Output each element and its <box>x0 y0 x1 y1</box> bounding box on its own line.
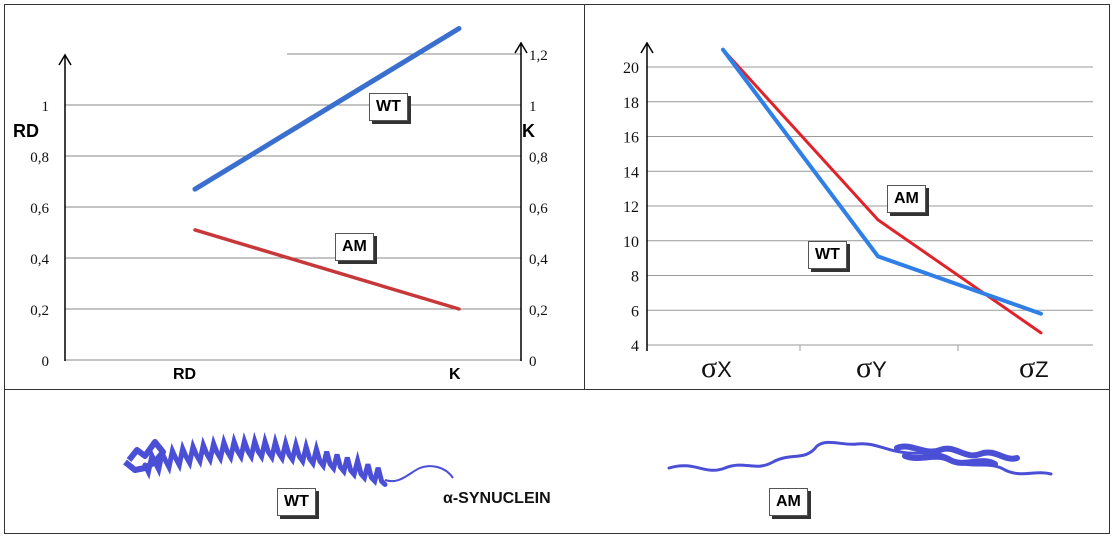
chart2-ytick: 12 <box>623 199 639 216</box>
chart1-ytick-left: 0,4 <box>30 252 49 268</box>
wt-protein-structure <box>123 431 454 487</box>
chart2-wt-label: WT <box>808 241 847 269</box>
chart2-ytick: 8 <box>631 269 639 286</box>
chart1-ytick-right: 0,8 <box>529 150 548 166</box>
panel-divider-horizontal <box>5 389 1109 390</box>
chart1-ytick-left: 0,6 <box>30 201 49 217</box>
chart1-ytick-right: 0 <box>529 354 537 370</box>
chart1-ylabel-left: RD <box>13 121 39 141</box>
chart2-ytick: 6 <box>631 303 639 320</box>
chart2-series-wt <box>721 47 1043 316</box>
chart1-series-am <box>193 228 461 311</box>
chart1-axes <box>58 41 528 361</box>
chart1-ytick-right: 1,2 <box>529 48 548 64</box>
chart2-am-label: AM <box>887 185 926 213</box>
chart1-am-label: AM <box>335 233 374 261</box>
chart2-xtick-label: σZ <box>1019 351 1049 384</box>
chart2-series-am <box>721 48 1043 335</box>
chart1-ytick-left: 1 <box>42 99 50 115</box>
chart2-xtick-label: σX <box>701 351 732 384</box>
panel-divider-vertical <box>584 5 585 389</box>
chart1-tick-labels: 0 0,2 0,4 0,6 0,8 1 0 0,2 0,4 0,6 0,8 1 1,2 <box>30 48 548 370</box>
chart2-ytick: 4 <box>631 338 639 355</box>
chart2-gridlines <box>647 66 1093 351</box>
chart2-ytick: 20 <box>623 60 639 77</box>
chart2-ytick: 10 <box>623 234 639 251</box>
chart1-series-wt <box>192 26 462 192</box>
chart2-ytick: 16 <box>623 130 639 147</box>
chart1-ytick-right: 1 <box>529 99 537 115</box>
chart1-ylabel-right: K <box>522 121 535 141</box>
chart1-wt-label: WT <box>369 93 408 121</box>
chart1-ytick-left: 0,8 <box>30 150 49 166</box>
am-protein-structure <box>667 440 1053 476</box>
chart1-ytick-left: 0 <box>42 354 50 370</box>
chart1-left-arrow <box>58 53 72 66</box>
chart2-series <box>721 47 1043 335</box>
protein-drawings <box>123 431 1053 487</box>
protein-wt-label: WT <box>277 488 316 516</box>
protein-am-label: AM <box>769 488 808 516</box>
chart1-ytick-left: 0,2 <box>30 303 49 319</box>
chart2-tick-labels: 4 6 8 10 12 14 16 18 20 <box>623 60 639 355</box>
chart1-xtick-rd: RD <box>173 366 196 383</box>
sigma-chart: 4 6 8 10 12 14 16 18 20 σX σY σZ <box>623 41 1093 384</box>
chart2-x-tick-labels: σX σY σZ <box>701 351 1049 384</box>
chart1-series <box>192 26 462 311</box>
chart1-right-arrow <box>514 41 528 54</box>
chart2-axes <box>640 41 654 351</box>
chart1-ytick-right: 0,4 <box>529 252 548 268</box>
chart1-xtick-k: K <box>449 366 461 383</box>
chart1-ytick-right: 0,6 <box>529 201 548 217</box>
chart1-ytick-right: 0,2 <box>529 303 548 319</box>
protein-title: α-SYNUCLEIN <box>443 490 551 507</box>
figure-frame: 0 0,2 0,4 0,6 0,8 1 0 0,2 0,4 0,6 0,8 1 1,2 RD K RD … <box>4 4 1110 534</box>
chart2-y-arrow <box>640 41 654 54</box>
chart2-xtick-label: σY <box>856 351 887 384</box>
chart1-gridlines <box>65 53 521 361</box>
chart2-ytick: 14 <box>623 164 639 181</box>
protein-structures-panel: WT α-SYNUCLEIN AM <box>5 390 1109 533</box>
chart2-ytick: 18 <box>623 95 639 112</box>
